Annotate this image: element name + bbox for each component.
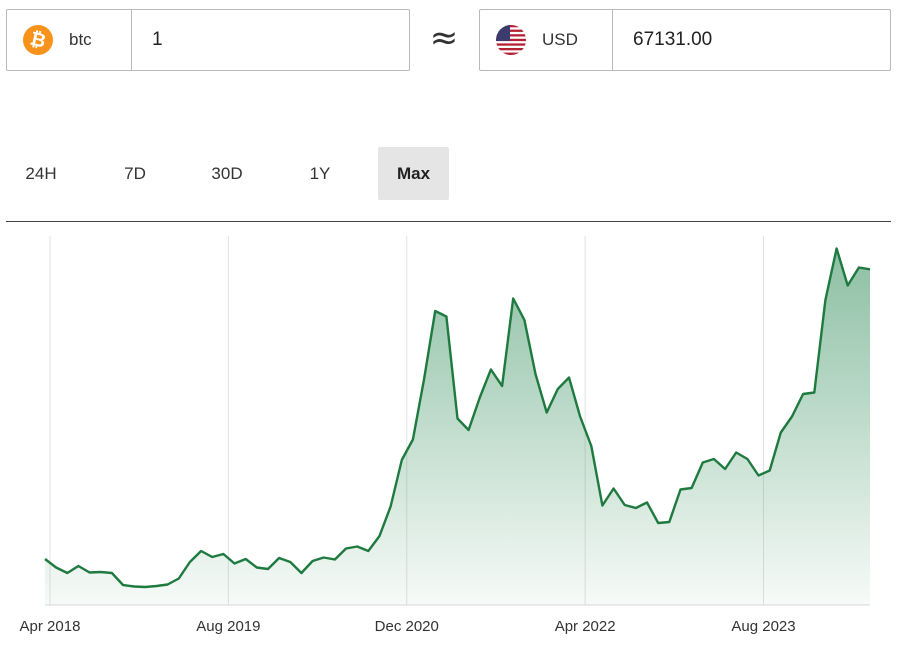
bitcoin-icon: ₿ <box>23 25 53 55</box>
approx-symbol: ≈ <box>429 18 459 58</box>
chart-divider <box>6 221 891 222</box>
tab-30d[interactable]: 30D <box>211 164 243 183</box>
x-tick-label: Apr 2022 <box>555 618 616 635</box>
tab-7d[interactable]: 7D <box>124 164 146 183</box>
us-flag-icon <box>496 25 526 55</box>
to-currency-select[interactable]: USD <box>480 10 613 70</box>
price-area <box>45 248 870 605</box>
svg-text:₿: ₿ <box>28 27 48 52</box>
tab-1y[interactable]: 1Y <box>309 164 331 183</box>
x-tick-label: Aug 2023 <box>731 618 795 635</box>
x-tick-label: Dec 2020 <box>375 618 439 635</box>
price-line <box>44 247 871 589</box>
x-tick-label: Aug 2019 <box>196 618 260 635</box>
tab-24h[interactable]: 24H <box>25 164 57 183</box>
from-currency-code: btc <box>69 30 92 49</box>
to-currency-code: USD <box>542 30 578 49</box>
from-currency-select[interactable]: ₿ btc <box>7 10 132 70</box>
to-currency-box: USD <box>479 9 891 71</box>
from-currency-box: ₿ btc <box>6 9 410 71</box>
from-amount-input[interactable] <box>132 10 409 70</box>
price-chart: Apr 2018 Aug 2019 Dec 2020 Apr 2022 Aug 2023 <box>20 236 871 635</box>
to-amount-input[interactable] <box>613 10 890 70</box>
x-tick-label: Apr 2018 <box>20 618 81 635</box>
tab-max[interactable]: Max <box>378 147 449 200</box>
